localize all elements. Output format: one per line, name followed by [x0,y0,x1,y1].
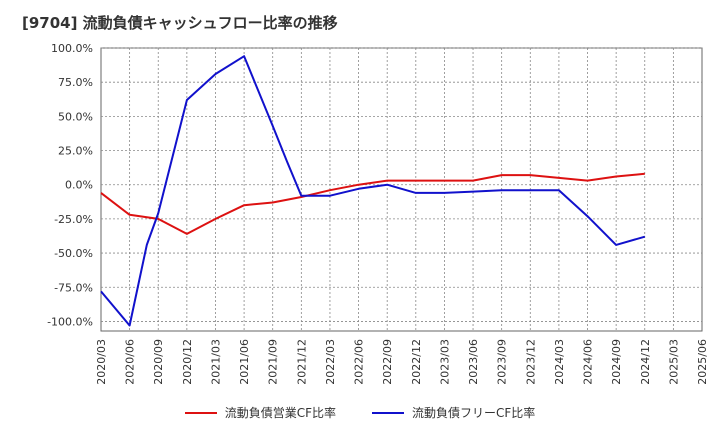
x-tick-label: 2024/09 [610,339,623,385]
x-tick-label: 2021/06 [238,339,251,385]
x-tick-label: 2020/03 [95,339,108,385]
y-tick-label: -25.0% [54,213,93,226]
series-lines [100,55,646,327]
x-tick-label: 2024/06 [582,339,595,385]
y-tick-label: 75.0% [58,76,93,89]
series-line-0 [100,172,645,235]
x-tick-label: 2024/12 [639,339,652,385]
x-tick-label: 2023/09 [496,339,509,385]
y-tick-label: -50.0% [54,247,93,260]
series-line-1 [100,55,646,327]
x-tick-label: 2022/09 [381,339,394,385]
x-tick-label: 2020/09 [152,339,165,385]
x-tick-label: 2025/03 [667,339,680,385]
x-tick-label: 2020/12 [181,339,194,385]
y-axis-ticks: 100.0% 75.0% 50.0% 25.0% 0.0% -25.0% -50.0% -75… [47,42,93,328]
legend-item-free-cf: 流動負債フリーCF比率 [372,404,535,421]
chart-title: [9704] 流動負債キャッシュフロー比率の推移 [22,14,338,32]
x-tick-label: 2022/06 [353,339,366,385]
x-tick-label: 2020/06 [124,339,137,385]
legend-label-free-cf: 流動負債フリーCF比率 [412,406,536,420]
y-tick-label: 50.0% [58,110,93,123]
legend-label-operating-cf: 流動負債営業CF比率 [224,406,336,420]
x-tick-label: 2021/03 [209,339,222,385]
legend-swatch-red [184,411,217,414]
x-tick-label: 2025/06 [696,339,709,385]
x-tick-label: 2022/03 [324,339,337,385]
legend-item-operating-cf: 流動負債営業CF比率 [184,404,336,421]
y-tick-label: -75.0% [54,281,93,294]
x-tick-label: 2023/12 [524,339,537,385]
x-tick-label: 2022/12 [410,339,423,385]
y-tick-label: 100.0% [51,42,93,55]
x-tick-label: 2024/03 [553,339,566,385]
x-tick-label: 2023/06 [467,339,480,385]
x-tick-label: 2021/09 [267,339,280,385]
x-tick-label: 2021/12 [295,339,308,385]
y-tick-label: 0.0% [65,179,93,192]
y-tick-label: -100.0% [47,315,93,328]
y-tick-label: 25.0% [58,145,93,158]
legend-swatch-blue [372,411,404,414]
x-tick-label: 2023/03 [438,339,451,385]
x-axis-ticks: 2020/03 2020/06 2020/09 2020/12 2021/03 2021/… [95,339,709,385]
legend: 流動負債営業CF比率 流動負債フリーCF比率 [0,404,720,421]
